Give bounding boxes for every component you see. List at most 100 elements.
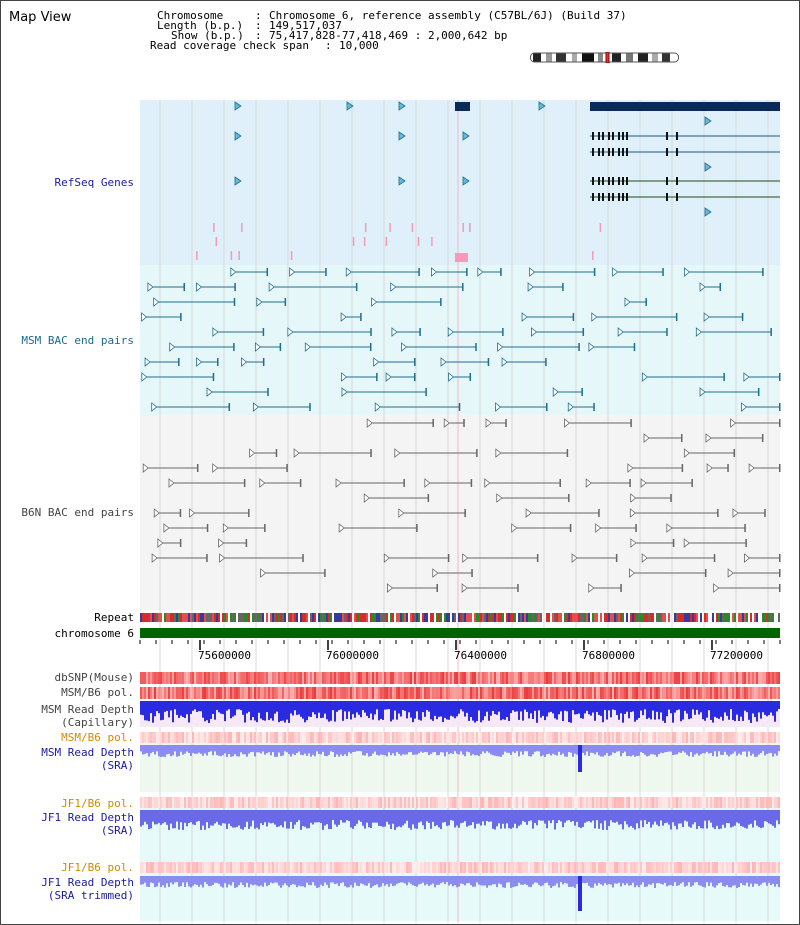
track-label-dbsnp[interactable]: dbSNP(Mouse) [54,671,134,684]
read-depth-bar [456,810,458,826]
polymorphism-cell [442,687,444,699]
repeat-segment [682,613,684,622]
read-depth-bar [732,745,734,754]
polymorphism-cell [212,687,214,699]
polymorphism-cell [594,862,596,873]
repeat-segment [194,613,196,622]
repeat-segment [726,613,728,622]
msm-bac-pair [345,267,352,277]
polymorphism-cell [430,732,432,743]
read-depth-bar [298,810,300,821]
b6n-bac-pair [436,584,438,592]
read-depth-bar [522,810,524,821]
polymorphism-cell [290,732,292,743]
track-label-msm-depth-sra[interactable]: MSM Read Depth [41,746,134,759]
polymorphism-cell [546,862,548,873]
track-label-jf1-b6-pol-2[interactable]: JF1/B6 pol. [61,861,134,874]
header-show-value: 75,417,828-77,418,469 : 2,000,642 bp [269,29,508,42]
polymorphism-cell [618,732,620,743]
track-label-repeat[interactable]: Repeat [94,611,134,624]
b6n-bac-pair [219,553,226,563]
read-depth-bar [164,810,166,823]
polymorphism-cell [330,862,332,873]
track-label-jf1-b6-pol-1[interactable]: JF1/B6 pol. [61,797,134,810]
repeat-segment [500,613,502,622]
polymorphism-cell [240,797,242,808]
read-depth-bar [630,745,632,757]
read-depth-bar [612,745,614,753]
polymorphism-cell [346,672,348,684]
read-depth-bar [526,745,528,752]
msm-bac-pair [141,312,148,322]
polymorphism-cell [376,732,378,743]
polymorphism-cell [774,797,776,808]
polymorphism-cell [588,862,590,873]
polymorphism-cell [160,732,162,743]
read-depth-bar [244,876,246,888]
read-depth-bar [140,745,142,752]
read-depth-bar [366,745,368,754]
polymorphism-cell [330,672,332,684]
read-depth-bar [552,810,554,821]
polymorphism-cell [350,672,352,684]
b6n-bac-pair [727,568,734,578]
read-depth-bar [640,701,642,711]
polymorphism-cell [750,797,752,808]
read-depth-bar [446,745,448,752]
read-depth-bar [578,701,580,714]
polymorphism-cell [346,687,348,699]
read-depth-bar [586,745,588,752]
read-depth-bar [616,876,618,884]
repeat-segment [174,613,176,622]
polymorphism-cell [310,672,312,684]
read-depth-bar [466,876,468,884]
polymorphism-cell [354,862,356,873]
polymorphism-cell [266,687,268,699]
read-depth-bar [482,701,484,721]
polymorphism-cell [684,797,686,808]
read-depth-bar [362,745,364,756]
polymorphism-cell [534,672,536,684]
read-depth-bar [644,701,646,710]
read-depth-bar [700,876,702,886]
polymorphism-cell [630,672,632,684]
track-label-msm-b6-pol-2[interactable]: MSM/B6 pol. [61,731,134,744]
track-label-msm-bac[interactable]: MSM BAC end pairs [21,334,134,347]
repeat-segment [416,613,418,622]
polymorphism-cell [302,732,304,743]
track-label-msm-depth-cap[interactable]: MSM Read Depth [41,703,134,716]
track-label-jf1-depth-sra[interactable]: JF1 Read Depth [41,811,134,824]
track-label-refseq[interactable]: RefSeq Genes [54,176,134,189]
track-label-b6n-bac[interactable]: B6N BAC end pairs [21,506,134,519]
polymorphism-cell [612,862,614,873]
read-depth-bar [548,876,550,886]
read-depth-bar [730,810,732,828]
read-depth-bar [544,876,546,884]
repeat-segment [412,613,414,622]
read-depth-bar [584,701,586,714]
read-depth-bar [530,876,532,888]
chromosome-ideogram[interactable] [530,52,680,63]
polymorphism-cell [776,797,778,808]
polymorphism-cell [232,687,234,699]
repeat-segment [658,613,660,622]
read-depth-bar [220,876,222,887]
polymorphism-cell [334,687,336,699]
repeat-segment [414,613,416,622]
polymorphism-cell [170,687,172,699]
polymorphism-cell [274,862,276,873]
repeat-segment [488,613,490,622]
exon [626,193,628,201]
read-depth-bar [286,745,288,753]
polymorphism-cell [774,862,776,873]
polymorphism-cell [540,732,542,743]
read-depth-bar [648,876,650,885]
polymorphism-cell [708,672,710,684]
track-label-jf1-depth-trim[interactable]: JF1 Read Depth [41,876,134,889]
read-depth-bar [230,810,232,827]
read-depth-bar [188,876,190,887]
read-depth-bar [616,745,618,752]
read-depth-bar [536,701,538,723]
track-label-msm-b6-pol-1[interactable]: MSM/B6 pol. [61,686,134,699]
